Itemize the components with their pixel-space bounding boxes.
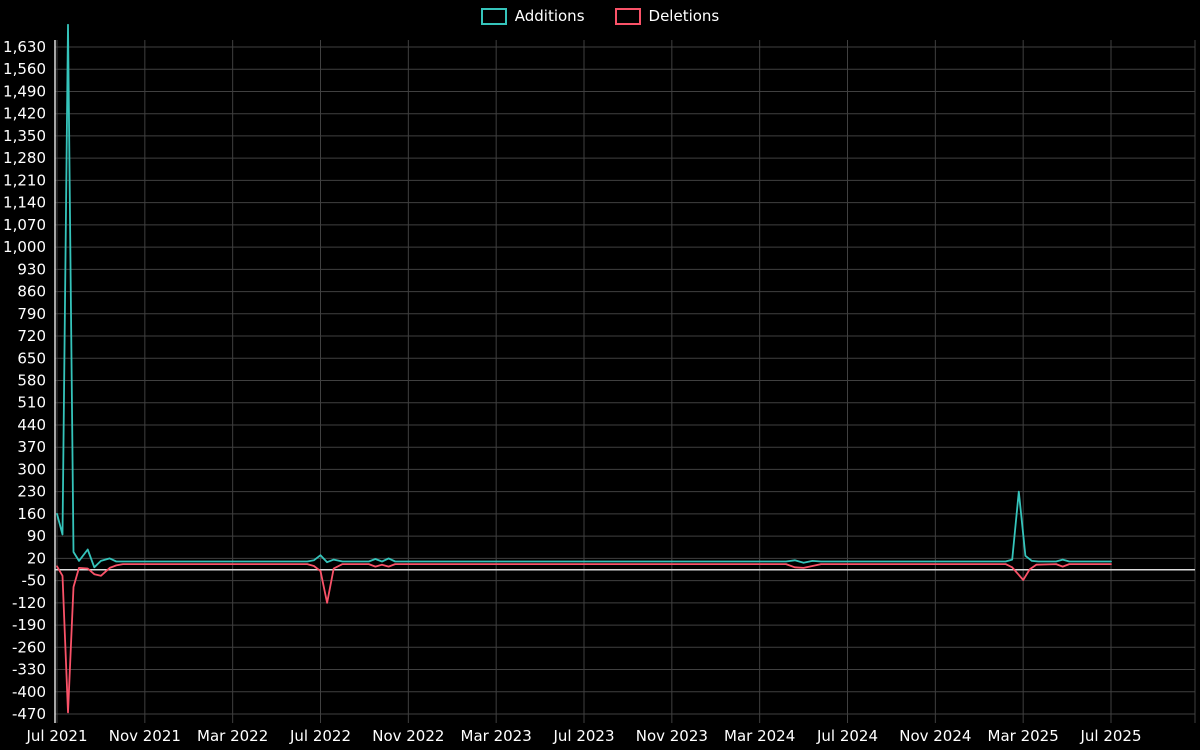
x-tick-label: Mar 2025: [988, 727, 1059, 745]
y-tick-label: 300: [17, 460, 46, 478]
gridlines: [55, 40, 1196, 723]
y-tick-label: -400: [12, 683, 46, 701]
y-tick-label: 1,420: [3, 105, 46, 123]
x-tick-label: Nov 2022: [372, 727, 444, 745]
x-tick-label: Mar 2024: [724, 727, 795, 745]
x-tick-label: Nov 2024: [899, 727, 971, 745]
y-tick-label: 230: [17, 483, 46, 501]
y-tick-label: 790: [17, 305, 46, 323]
y-tick-label: -50: [22, 572, 47, 590]
y-tick-label: 1,000: [3, 238, 46, 256]
y-tick-label: 1,630: [3, 38, 46, 56]
y-tick-label: 440: [17, 416, 46, 434]
y-tick-label: -190: [12, 616, 46, 634]
y-tick-label: 720: [17, 327, 46, 345]
y-tick-label: 510: [17, 394, 46, 412]
x-tick-label: Mar 2023: [461, 727, 532, 745]
y-tick-label: 1,560: [3, 60, 46, 78]
y-tick-label: -120: [12, 594, 46, 612]
x-tick-label: Mar 2022: [197, 727, 268, 745]
tick-labels: 1,630 1,560 1,490 1,420 1,350 1,280 1,210 1,140…: [3, 38, 1141, 745]
x-tick-label: Nov 2023: [636, 727, 708, 745]
x-tick-label: Jul 2024: [816, 727, 878, 745]
y-tick-label: 580: [17, 372, 46, 390]
y-tick-label: 90: [27, 527, 46, 545]
y-tick-label: 1,070: [3, 216, 46, 234]
x-tick-label: Jul 2025: [1079, 727, 1141, 745]
x-tick-label: Jul 2021: [25, 727, 87, 745]
y-tick-label: 370: [17, 438, 46, 456]
y-tick-label: 1,140: [3, 194, 46, 212]
y-tick-label: 650: [17, 349, 46, 367]
series-lines: [56, 23, 1112, 714]
y-tick-label: 860: [17, 283, 46, 301]
x-tick-label: Nov 2021: [109, 727, 181, 745]
legend-label-additions: Additions: [514, 7, 585, 25]
y-tick-label: 1,210: [3, 171, 46, 189]
legend-label-deletions: Deletions: [648, 7, 720, 25]
y-tick-label: -470: [12, 705, 46, 723]
series-line-deletions: [56, 563, 1112, 714]
y-tick-label: 1,490: [3, 82, 46, 100]
series-line-additions: [56, 23, 1112, 569]
additions-swatch-icon: [480, 7, 507, 25]
axes: [54, 40, 1195, 723]
y-tick-label: -330: [12, 661, 46, 679]
y-tick-label: 160: [17, 505, 46, 523]
legend-item-deletions[interactable]: Deletions: [614, 7, 720, 25]
y-tick-label: 1,350: [3, 127, 46, 145]
chart-legend: Additions Deletions: [0, 7, 1200, 25]
deletions-swatch-icon: [614, 7, 641, 25]
y-tick-label: -260: [12, 638, 46, 656]
y-tick-label: 1,280: [3, 149, 46, 167]
legend-item-additions[interactable]: Additions: [480, 7, 585, 25]
y-tick-label: 930: [17, 260, 46, 278]
y-tick-label: 20: [27, 549, 46, 567]
x-tick-label: Jul 2023: [552, 727, 614, 745]
x-tick-label: Jul 2022: [289, 727, 351, 745]
